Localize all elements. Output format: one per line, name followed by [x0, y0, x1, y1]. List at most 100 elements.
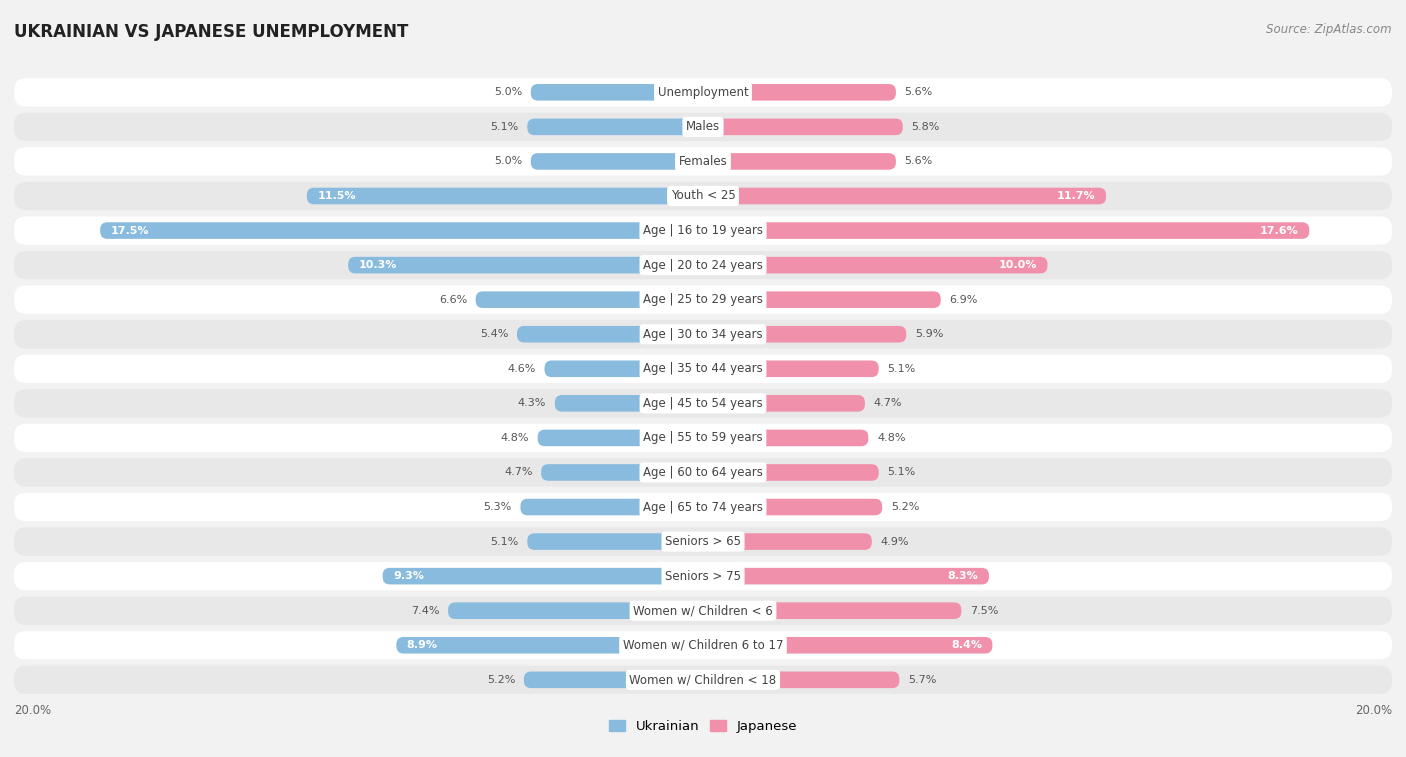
FancyBboxPatch shape — [14, 389, 1392, 418]
Text: 20.0%: 20.0% — [14, 704, 51, 717]
Text: 6.6%: 6.6% — [439, 294, 467, 304]
FancyBboxPatch shape — [475, 291, 703, 308]
FancyBboxPatch shape — [703, 326, 907, 342]
FancyBboxPatch shape — [100, 223, 703, 239]
Text: 4.8%: 4.8% — [877, 433, 905, 443]
FancyBboxPatch shape — [524, 671, 703, 688]
Text: Age | 55 to 59 years: Age | 55 to 59 years — [643, 431, 763, 444]
FancyBboxPatch shape — [703, 188, 1107, 204]
Text: 4.3%: 4.3% — [517, 398, 547, 408]
Text: 5.1%: 5.1% — [491, 122, 519, 132]
FancyBboxPatch shape — [14, 597, 1392, 625]
FancyBboxPatch shape — [703, 84, 896, 101]
FancyBboxPatch shape — [396, 637, 703, 653]
FancyBboxPatch shape — [382, 568, 703, 584]
Text: Age | 20 to 24 years: Age | 20 to 24 years — [643, 259, 763, 272]
Text: 5.7%: 5.7% — [908, 674, 936, 685]
Text: 5.2%: 5.2% — [486, 674, 515, 685]
Text: 20.0%: 20.0% — [1355, 704, 1392, 717]
Text: Women w/ Children < 6: Women w/ Children < 6 — [633, 604, 773, 617]
FancyBboxPatch shape — [14, 528, 1392, 556]
Text: Women w/ Children < 18: Women w/ Children < 18 — [630, 673, 776, 687]
Text: Youth < 25: Youth < 25 — [671, 189, 735, 202]
Text: 5.9%: 5.9% — [915, 329, 943, 339]
FancyBboxPatch shape — [14, 182, 1392, 210]
FancyBboxPatch shape — [527, 119, 703, 136]
Text: Women w/ Children 6 to 17: Women w/ Children 6 to 17 — [623, 639, 783, 652]
Text: Age | 35 to 44 years: Age | 35 to 44 years — [643, 363, 763, 375]
Text: 5.0%: 5.0% — [494, 87, 522, 98]
Text: 6.9%: 6.9% — [949, 294, 977, 304]
FancyBboxPatch shape — [537, 430, 703, 446]
Text: Females: Females — [679, 155, 727, 168]
Text: Seniors > 65: Seniors > 65 — [665, 535, 741, 548]
FancyBboxPatch shape — [703, 499, 882, 516]
FancyBboxPatch shape — [703, 360, 879, 377]
FancyBboxPatch shape — [307, 188, 703, 204]
FancyBboxPatch shape — [14, 631, 1392, 659]
Legend: Ukrainian, Japanese: Ukrainian, Japanese — [605, 715, 801, 739]
Text: Source: ZipAtlas.com: Source: ZipAtlas.com — [1267, 23, 1392, 36]
Text: 8.9%: 8.9% — [406, 640, 437, 650]
FancyBboxPatch shape — [449, 603, 703, 619]
Text: 7.4%: 7.4% — [411, 606, 440, 615]
Text: Age | 25 to 29 years: Age | 25 to 29 years — [643, 293, 763, 306]
FancyBboxPatch shape — [555, 395, 703, 412]
FancyBboxPatch shape — [531, 153, 703, 170]
Text: UKRAINIAN VS JAPANESE UNEMPLOYMENT: UKRAINIAN VS JAPANESE UNEMPLOYMENT — [14, 23, 408, 41]
Text: 5.6%: 5.6% — [904, 87, 932, 98]
FancyBboxPatch shape — [14, 285, 1392, 314]
FancyBboxPatch shape — [14, 320, 1392, 348]
FancyBboxPatch shape — [14, 562, 1392, 590]
FancyBboxPatch shape — [703, 223, 1309, 239]
Text: 5.1%: 5.1% — [887, 468, 915, 478]
FancyBboxPatch shape — [703, 533, 872, 550]
Text: 8.4%: 8.4% — [950, 640, 981, 650]
FancyBboxPatch shape — [544, 360, 703, 377]
Text: 9.3%: 9.3% — [392, 571, 423, 581]
Text: 5.1%: 5.1% — [491, 537, 519, 547]
Text: 4.6%: 4.6% — [508, 364, 536, 374]
FancyBboxPatch shape — [14, 251, 1392, 279]
FancyBboxPatch shape — [703, 291, 941, 308]
Text: 17.6%: 17.6% — [1260, 226, 1299, 235]
FancyBboxPatch shape — [14, 354, 1392, 383]
Text: 5.2%: 5.2% — [891, 502, 920, 512]
Text: Seniors > 75: Seniors > 75 — [665, 570, 741, 583]
Text: Age | 30 to 34 years: Age | 30 to 34 years — [643, 328, 763, 341]
Text: 4.9%: 4.9% — [880, 537, 908, 547]
FancyBboxPatch shape — [527, 533, 703, 550]
FancyBboxPatch shape — [14, 78, 1392, 107]
FancyBboxPatch shape — [14, 113, 1392, 141]
FancyBboxPatch shape — [703, 395, 865, 412]
FancyBboxPatch shape — [14, 665, 1392, 694]
FancyBboxPatch shape — [517, 326, 703, 342]
Text: Males: Males — [686, 120, 720, 133]
FancyBboxPatch shape — [703, 430, 869, 446]
FancyBboxPatch shape — [531, 84, 703, 101]
Text: 11.7%: 11.7% — [1057, 191, 1095, 201]
FancyBboxPatch shape — [703, 568, 988, 584]
FancyBboxPatch shape — [703, 464, 879, 481]
Text: 11.5%: 11.5% — [318, 191, 356, 201]
FancyBboxPatch shape — [703, 671, 900, 688]
FancyBboxPatch shape — [703, 603, 962, 619]
FancyBboxPatch shape — [14, 217, 1392, 245]
FancyBboxPatch shape — [14, 148, 1392, 176]
Text: 4.8%: 4.8% — [501, 433, 529, 443]
Text: 4.7%: 4.7% — [873, 398, 903, 408]
FancyBboxPatch shape — [349, 257, 703, 273]
Text: 17.5%: 17.5% — [111, 226, 149, 235]
Text: 5.0%: 5.0% — [494, 157, 522, 167]
FancyBboxPatch shape — [703, 153, 896, 170]
Text: 5.6%: 5.6% — [904, 157, 932, 167]
FancyBboxPatch shape — [14, 458, 1392, 487]
Text: 7.5%: 7.5% — [970, 606, 998, 615]
Text: 10.3%: 10.3% — [359, 260, 396, 270]
FancyBboxPatch shape — [703, 257, 1047, 273]
Text: Age | 60 to 64 years: Age | 60 to 64 years — [643, 466, 763, 479]
Text: 10.0%: 10.0% — [998, 260, 1038, 270]
Text: Age | 45 to 54 years: Age | 45 to 54 years — [643, 397, 763, 410]
Text: 8.3%: 8.3% — [948, 571, 979, 581]
Text: Age | 16 to 19 years: Age | 16 to 19 years — [643, 224, 763, 237]
